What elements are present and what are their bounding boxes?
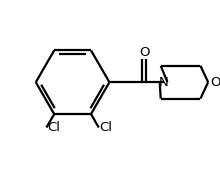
Text: O: O — [211, 76, 220, 89]
Text: N: N — [159, 76, 169, 89]
Text: O: O — [139, 46, 150, 59]
Text: Cl: Cl — [100, 121, 113, 134]
Text: Cl: Cl — [48, 121, 60, 134]
